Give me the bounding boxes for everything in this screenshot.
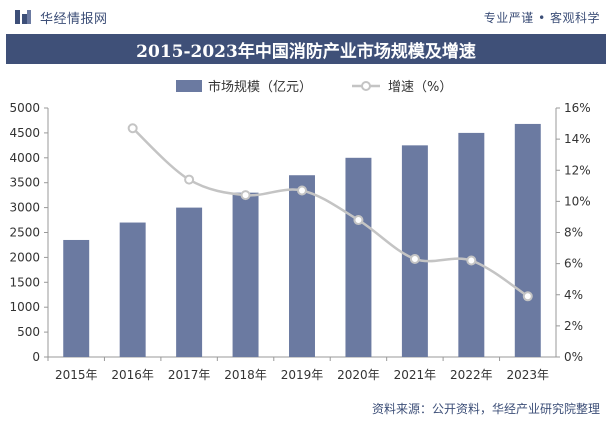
y-left-tick-label: 500 [17, 325, 40, 339]
chart-title: 2015-2023年中国消防产业市场规模及增速 [136, 41, 476, 62]
brand-name: 华经情报网 [40, 11, 108, 27]
x-tick-label: 2022年 [450, 368, 493, 382]
x-tick-label: 2019年 [281, 368, 324, 382]
bar [232, 192, 259, 357]
growth-point [127, 123, 138, 134]
y-right-tick-label: 8% [564, 226, 583, 240]
brand-logo-icon [15, 10, 31, 24]
legend-swatch-bar [176, 80, 202, 92]
y-left-tick-label: 0 [32, 350, 40, 364]
y-left-tick-label: 2500 [9, 226, 40, 240]
y-right-tick-label: 2% [564, 319, 583, 333]
brand[interactable]: 华经情报网 [14, 8, 108, 27]
top-bar: 华经情报网 专业严谨 • 客观科学 [0, 0, 612, 34]
x-tick-label: 2020年 [337, 368, 380, 382]
y-left-tick-label: 5000 [9, 101, 40, 115]
bar [289, 175, 315, 357]
chart-title-bar: 2015-2023年中国消防产业市场规模及增速 [6, 34, 606, 64]
x-tick-label: 2021年 [394, 368, 437, 382]
y-left-tick-label: 2000 [9, 250, 40, 264]
x-tick-label: 2017年 [168, 368, 211, 382]
chart: 0 500 1000 1500 2000 2500 3000 3500 4000 4500 5000… [9, 79, 591, 382]
bar [119, 222, 146, 357]
x-tick-label: 2023年 [507, 368, 550, 382]
growth-point [240, 190, 251, 201]
y-left-tick-label: 4500 [9, 126, 40, 140]
y-right-tick-label: 4% [564, 288, 583, 302]
y-right-tick-label: 14% [564, 132, 591, 146]
growth-point [184, 174, 195, 185]
y-right-tick-label: 0% [564, 350, 583, 364]
legend-label-line: 增速（%） [388, 80, 452, 95]
y-left-tick-label: 3000 [9, 201, 40, 215]
x-tick-label: 2016年 [111, 368, 154, 382]
bar [514, 123, 541, 357]
tagline: 专业严谨 • 客观科学 [483, 10, 600, 25]
growth-point [409, 253, 420, 264]
growth-point [353, 215, 364, 226]
bar [63, 239, 90, 357]
legend-swatch-marker [361, 81, 371, 91]
y-left-tick-label: 1000 [9, 300, 40, 314]
y-right-tick-label: 16% [564, 101, 591, 115]
source-note: 资料来源：公开资料，华经产业研究院整理 [371, 402, 600, 416]
growth-point [297, 185, 307, 196]
y-left-tick-label: 4000 [9, 151, 40, 165]
bar [401, 145, 428, 357]
growth-point [466, 255, 477, 266]
bar [458, 132, 485, 357]
y-right-tick-label: 6% [564, 257, 583, 271]
y-right-tick-label: 10% [564, 194, 591, 208]
y-left-tick-label: 3500 [9, 176, 40, 190]
growth-point [522, 291, 533, 302]
y-right-tick-label: 12% [564, 163, 591, 177]
bar [176, 207, 203, 357]
x-tick-label: 2015年 [55, 368, 98, 382]
legend-label-bar: 市场规模（亿元） [208, 79, 312, 95]
bar [345, 157, 372, 357]
y-left-tick-label: 1500 [9, 275, 40, 289]
x-tick-label: 2018年 [224, 368, 267, 382]
